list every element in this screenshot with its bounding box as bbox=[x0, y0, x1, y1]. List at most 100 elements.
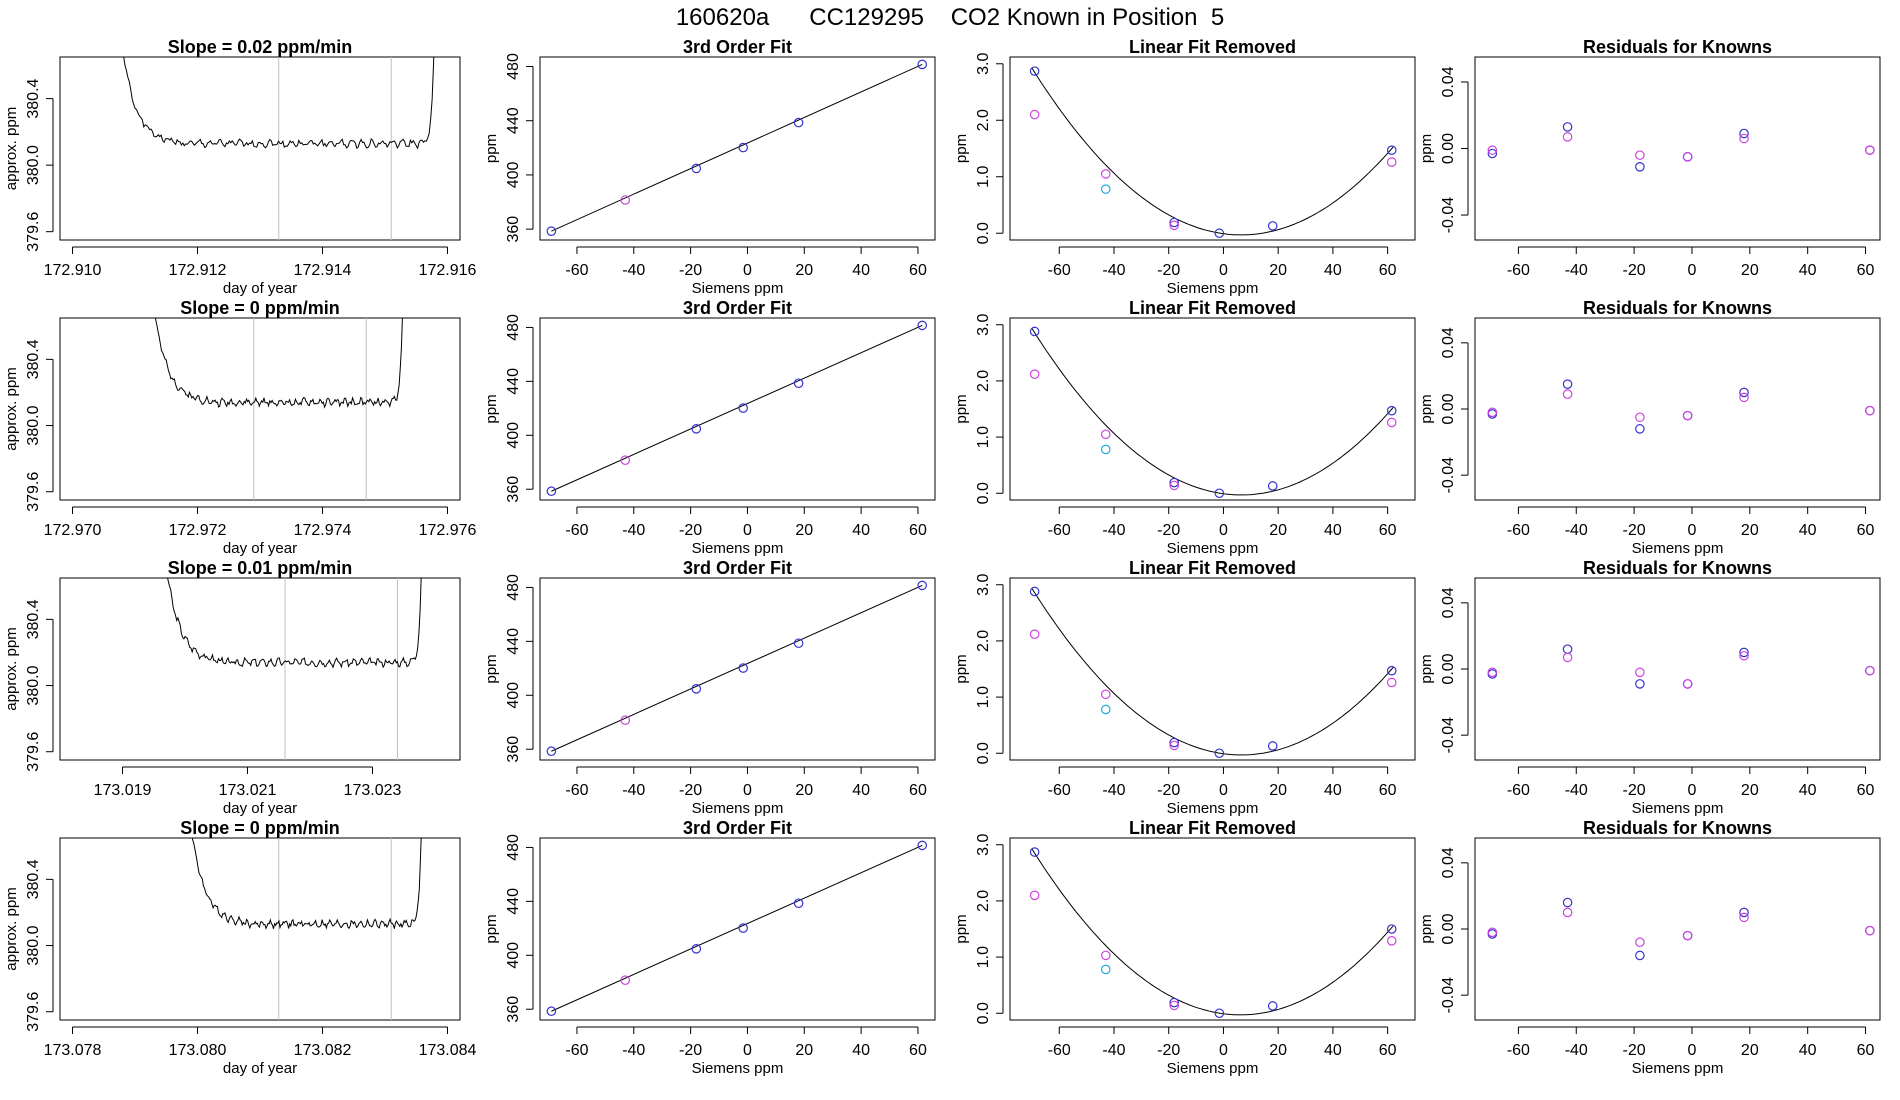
x-axis-label: day of year bbox=[223, 800, 297, 817]
y-tick-label: 380.4 bbox=[25, 859, 42, 899]
data-point bbox=[1635, 162, 1645, 172]
data-point bbox=[1682, 152, 1693, 162]
panel-title: Linear Fit Removed bbox=[1129, 298, 1296, 318]
data-point bbox=[1635, 424, 1645, 434]
data-point bbox=[1169, 220, 1179, 231]
x-axis-label: Siemens ppm bbox=[692, 800, 784, 817]
x-tick-label: 40 bbox=[1799, 522, 1817, 539]
x-tick-label: 60 bbox=[909, 782, 927, 799]
x-tick-label: 60 bbox=[1379, 1042, 1397, 1059]
y-tick-label: 0.00 bbox=[1440, 913, 1457, 944]
x-tick-label: 0 bbox=[743, 782, 752, 799]
plot-area bbox=[154, 318, 403, 500]
data-point bbox=[1029, 369, 1040, 379]
y-tick-label: 480 bbox=[505, 834, 522, 861]
x-tick-label: 60 bbox=[909, 522, 927, 539]
data-point bbox=[1100, 689, 1111, 700]
x-tick-label: 40 bbox=[852, 262, 870, 279]
data-point bbox=[1169, 997, 1179, 1008]
x-tick-label: 173.021 bbox=[219, 782, 277, 799]
y-tick-label: -0.04 bbox=[1440, 457, 1457, 494]
x-tick-label: 20 bbox=[795, 782, 813, 799]
panel-title: Slope = 0.02 ppm/min bbox=[168, 37, 353, 57]
data-point bbox=[1487, 148, 1498, 159]
x-tick-label: -60 bbox=[1048, 262, 1071, 279]
x-axis-label: Siemens ppm bbox=[1632, 800, 1724, 817]
y-tick-label: 3.0 bbox=[975, 574, 992, 596]
data-point bbox=[1562, 907, 1573, 918]
x-tick-label: 40 bbox=[1324, 782, 1342, 799]
x-axis-label: Siemens ppm bbox=[692, 1060, 784, 1077]
x-axis-label: Siemens ppm bbox=[1167, 540, 1259, 557]
data-point bbox=[1100, 169, 1111, 179]
y-tick-label: -0.04 bbox=[1440, 717, 1457, 754]
data-point bbox=[1029, 66, 1040, 76]
x-axis-label: Siemens ppm bbox=[1167, 280, 1259, 297]
data-point bbox=[1562, 122, 1573, 132]
x-tick-label: -60 bbox=[1507, 782, 1530, 799]
x-tick-label: 0 bbox=[1688, 522, 1697, 539]
x-tick-label: 20 bbox=[1269, 262, 1287, 279]
x-tick-label: 172.916 bbox=[419, 262, 477, 279]
data-point bbox=[793, 638, 804, 649]
data-point bbox=[1169, 1000, 1179, 1011]
data-point bbox=[1865, 925, 1875, 936]
y-tick-label: 380.4 bbox=[25, 599, 42, 639]
x-tick-label: 0 bbox=[1688, 1042, 1697, 1059]
x-tick-label: 20 bbox=[1741, 262, 1759, 279]
plot-area bbox=[1487, 379, 1875, 434]
x-axis-label: Siemens ppm bbox=[692, 540, 784, 557]
x-tick-label: -20 bbox=[1623, 522, 1646, 539]
data-point bbox=[1865, 145, 1875, 155]
y-tick-label: 1.0 bbox=[975, 946, 992, 968]
data-point bbox=[1562, 897, 1573, 908]
data-point bbox=[691, 684, 702, 694]
x-tick-label: -20 bbox=[1157, 262, 1180, 279]
plot-area bbox=[1029, 847, 1397, 1019]
y-tick-label: 440 bbox=[505, 107, 522, 134]
y-tick-label: 2.0 bbox=[975, 890, 992, 912]
plot-area bbox=[546, 59, 928, 236]
data-point bbox=[1169, 737, 1179, 748]
x-tick-label: 172.910 bbox=[44, 262, 102, 279]
x-tick-label: 60 bbox=[1857, 522, 1875, 539]
x-tick-label: 0 bbox=[1219, 262, 1228, 279]
plot-frame bbox=[1009, 837, 1416, 1021]
x-tick-label: -60 bbox=[565, 1042, 588, 1059]
panel-1-1: 3rd Order Fit -60 -40 -20 0 20 40 60 Siemens ppm… bbox=[483, 298, 936, 557]
x-tick-label: 172.914 bbox=[294, 262, 352, 279]
y-axis-label: ppm bbox=[483, 394, 500, 423]
fit-line bbox=[551, 324, 923, 492]
x-tick-label: -40 bbox=[622, 782, 645, 799]
x-axis-label: Siemens ppm bbox=[1167, 800, 1259, 817]
fit-curve bbox=[1031, 67, 1394, 236]
x-tick-label: 60 bbox=[909, 262, 927, 279]
data-point bbox=[691, 424, 702, 434]
x-tick-label: 40 bbox=[852, 522, 870, 539]
y-tick-label: 0.04 bbox=[1440, 847, 1457, 878]
panel-title: Slope = 0 ppm/min bbox=[180, 298, 340, 318]
data-point bbox=[1386, 417, 1397, 428]
x-tick-label: 20 bbox=[1269, 1042, 1287, 1059]
y-tick-label: 379.6 bbox=[25, 472, 42, 512]
x-tick-label: -20 bbox=[1157, 782, 1180, 799]
y-tick-label: 3.0 bbox=[975, 834, 992, 856]
data-point bbox=[1865, 405, 1875, 416]
plot-frame bbox=[1474, 317, 1881, 501]
x-tick-label: 172.972 bbox=[169, 522, 227, 539]
x-tick-label: 172.970 bbox=[44, 522, 102, 539]
data-point bbox=[1386, 665, 1397, 676]
data-point bbox=[1635, 667, 1645, 678]
x-tick-label: -60 bbox=[1048, 522, 1071, 539]
panel-2-3: Residuals for Knowns -60 -40 -20 0 20 40 60 Siem… bbox=[1418, 558, 1881, 817]
data-point bbox=[1100, 184, 1111, 194]
fit-curve bbox=[1031, 848, 1394, 1016]
data-point bbox=[546, 486, 557, 497]
data-point bbox=[546, 226, 557, 236]
data-point bbox=[1487, 407, 1498, 418]
ppm-trace bbox=[191, 838, 422, 930]
data-point bbox=[1487, 145, 1498, 155]
data-point bbox=[793, 898, 804, 909]
x-tick-label: 0 bbox=[1219, 782, 1228, 799]
